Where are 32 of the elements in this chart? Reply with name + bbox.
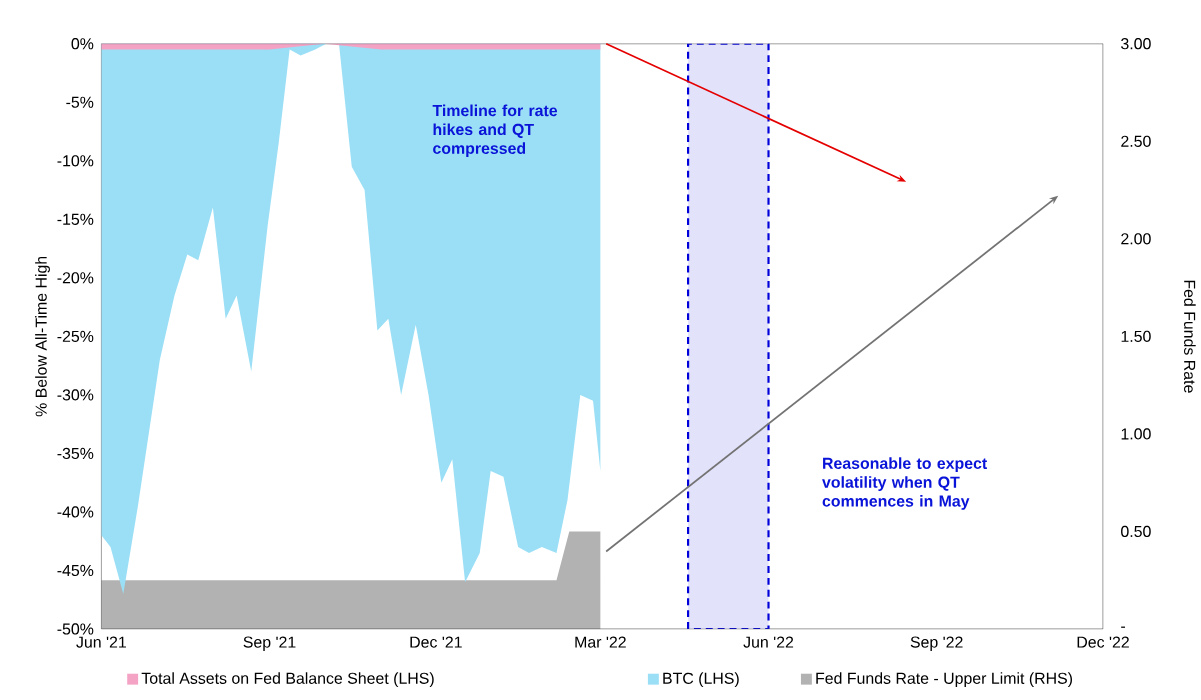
y-tick-label: -20% (57, 272, 94, 284)
y-tick-label: -5% (66, 96, 94, 109)
legend-label: BTC (LHS) (663, 672, 739, 688)
x-tick-label: Mar '22 (575, 636, 626, 648)
x-tick-label: Dec '22 (1077, 636, 1129, 648)
y2-tick-label: 0.50 (1121, 526, 1151, 538)
y-tick-label: -35% (57, 448, 94, 460)
y-tick-label: -25% (57, 330, 94, 343)
y-axis-title: % Below All-Time High (35, 257, 50, 417)
y2-tick-label: 3.00 (1121, 38, 1151, 50)
y2-tick-label: 1.00 (1121, 428, 1151, 440)
x-tick-label: Jun '21 (76, 636, 126, 648)
x-tick-label: Jun '22 (743, 636, 794, 648)
x-tick-label: Dec '21 (410, 636, 462, 648)
y-tick-label: -40% (57, 506, 94, 518)
y-tick-label: -45% (57, 565, 94, 577)
y2-tick-label: 1.50 (1121, 330, 1151, 343)
y2-tick-label: 2.00 (1121, 233, 1151, 245)
y2-tick-label: 2.50 (1121, 135, 1151, 148)
y-tick-label: 0% (71, 38, 94, 50)
annotation: Reasonable to expect volatility when QT commences in May (822, 457, 988, 511)
y-tick-label: -10% (57, 155, 94, 167)
x-tick-label: Sep '22 (910, 636, 963, 652)
annotation: Timeline for rate hikes and QT compressed (432, 104, 558, 158)
legend-label: Fed Funds Rate - Upper Limit (RHS) (816, 672, 1073, 688)
y-tick-label: -30% (57, 389, 94, 401)
y2-tick-label: - (1121, 626, 1126, 629)
x-tick-label: Sep '21 (243, 636, 296, 652)
y2-axis-title: Fed Funds Rate (1184, 280, 1196, 393)
legend-label: Total Assets on Fed Balance Sheet (LHS) (141, 672, 434, 688)
y-tick-label: -50% (57, 623, 94, 635)
y-tick-label: -15% (57, 213, 94, 226)
